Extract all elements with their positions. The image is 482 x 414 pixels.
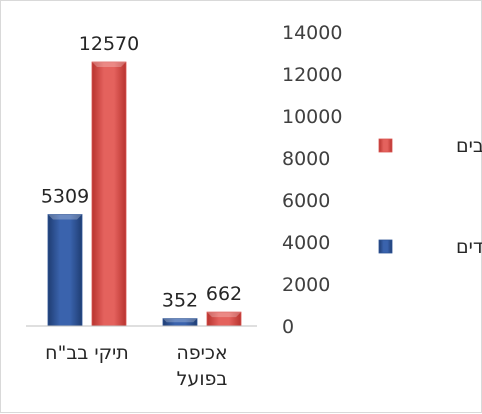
y-tick-label: 12000 xyxy=(282,64,342,86)
bar-arabs-0 xyxy=(91,61,127,327)
y-tick-label: 14000 xyxy=(282,22,342,44)
category-labels: תיקי בב"ח אכיפה בפועל xyxy=(45,342,227,390)
data-label: 5309 xyxy=(41,186,89,208)
y-tick-label: 2000 xyxy=(282,274,330,296)
y-axis-ticks: 0 2000 4000 6000 8000 10000 12000 14000 xyxy=(282,22,342,338)
bar-jews-0 xyxy=(47,214,83,327)
legend: ערבים יהודים xyxy=(378,135,482,258)
legend-label: יהודים xyxy=(456,236,482,258)
legend-swatch xyxy=(378,138,393,153)
category-label: אכיפה בפועל xyxy=(176,342,227,390)
y-tick-label: 0 xyxy=(282,316,294,338)
y-tick-label: 6000 xyxy=(282,190,330,212)
bars-layer xyxy=(47,61,242,327)
bar-bevel xyxy=(207,312,241,318)
y-tick-label: 10000 xyxy=(282,106,342,128)
legend-label: ערבים xyxy=(456,135,482,157)
data-label: 12570 xyxy=(79,33,139,55)
data-labels-layer: 5309 12570 352 662 xyxy=(41,33,242,312)
bar-bevel xyxy=(48,214,82,220)
y-tick-label: 8000 xyxy=(282,148,330,170)
bar-bevel xyxy=(163,318,197,323)
y-tick-label: 4000 xyxy=(282,232,330,254)
data-label: 352 xyxy=(162,290,198,312)
bar-bevel xyxy=(92,62,126,68)
data-label: 662 xyxy=(206,283,242,305)
category-label: תיקי בב"ח xyxy=(45,342,129,364)
legend-swatch xyxy=(378,239,393,254)
